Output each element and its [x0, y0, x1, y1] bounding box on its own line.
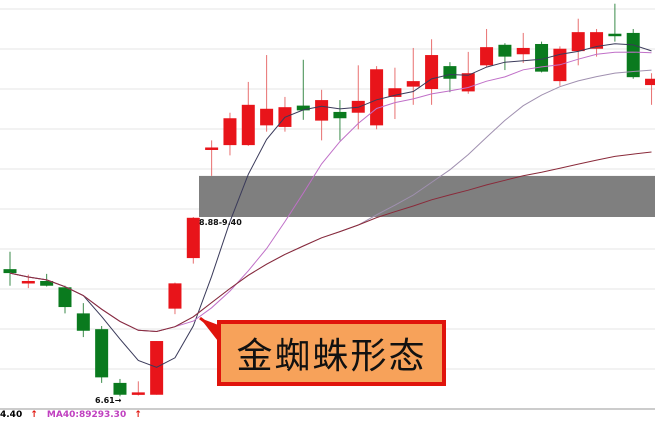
- candle-up: [571, 18, 585, 66]
- gap-range-label: 8.88-9.40: [199, 218, 242, 227]
- candle-up: [370, 66, 384, 130]
- candle-down: [498, 43, 512, 71]
- candle-body: [21, 280, 35, 284]
- candle-down: [76, 303, 90, 338]
- candle-up: [241, 81, 255, 146]
- legend-bar: 4.40 ↑ MA40:89293.30 ↑: [0, 410, 148, 420]
- candle-down: [626, 28, 640, 79]
- candle-up: [406, 47, 420, 105]
- candle-body: [241, 104, 255, 146]
- candle-body: [296, 105, 310, 111]
- candle-down: [58, 285, 72, 314]
- candle-body: [333, 111, 347, 119]
- candle-body: [186, 217, 200, 259]
- candle-up: [516, 32, 530, 63]
- candle-body: [315, 100, 329, 121]
- candle-body: [516, 47, 530, 55]
- candle-up: [168, 282, 182, 315]
- candle-up: [388, 67, 402, 120]
- candles: [3, 3, 655, 397]
- candle-body: [76, 313, 90, 331]
- candle-up: [260, 55, 274, 132]
- candle-down: [3, 251, 17, 286]
- up-arrow-icon: ↑: [134, 410, 142, 420]
- candle-down: [95, 326, 109, 383]
- candle-down: [296, 59, 310, 120]
- legend-ma40: MA40:89293.30 ↑: [46, 410, 142, 420]
- candle-body: [406, 81, 420, 87]
- candle-body: [58, 287, 72, 308]
- candle-body: [571, 32, 585, 52]
- low-price-label: 6.61→: [95, 396, 122, 405]
- candle-up: [480, 28, 494, 67]
- candle-body: [113, 382, 127, 395]
- legend-value: 4.40 ↑: [0, 410, 38, 420]
- callout-pointer-tail: [200, 318, 221, 345]
- candle-body: [535, 43, 549, 72]
- candle-body: [223, 118, 237, 146]
- candle-up: [278, 96, 292, 132]
- candle-body: [131, 392, 145, 395]
- candle-body: [150, 341, 164, 395]
- candle-up: [186, 217, 200, 264]
- candle-up: [645, 73, 655, 105]
- ma40-line: [9, 151, 652, 333]
- ma5-line: [9, 43, 652, 368]
- candle-body: [370, 69, 384, 126]
- pattern-callout: 金蜘蛛形态: [217, 320, 446, 386]
- candle-down: [608, 3, 622, 42]
- up-arrow-icon: ↑: [30, 410, 38, 420]
- candle-body: [425, 55, 439, 90]
- candle-down: [113, 378, 127, 397]
- gap-band: [199, 175, 655, 217]
- candle-up: [315, 89, 329, 141]
- candle-body: [443, 66, 457, 79]
- candle-body: [260, 108, 274, 126]
- candle-body: [590, 32, 604, 49]
- candle-up: [131, 381, 145, 396]
- candle-up: [223, 112, 237, 156]
- candle-body: [95, 329, 109, 378]
- candle-body: [626, 32, 640, 78]
- candle-body: [480, 47, 494, 66]
- candle-body: [388, 88, 402, 97]
- candle-body: [3, 269, 17, 274]
- candle-up: [205, 140, 219, 176]
- candle-up: [590, 28, 604, 57]
- candle-body: [645, 78, 655, 86]
- candle-body: [205, 147, 219, 150]
- moving-average-lines: [9, 43, 652, 368]
- candle-down: [443, 62, 457, 93]
- candle-body: [608, 33, 622, 37]
- candle-up: [553, 46, 567, 86]
- candle-body: [40, 280, 54, 286]
- candle-body: [498, 44, 512, 57]
- candle-up: [150, 341, 164, 395]
- candle-body: [168, 283, 182, 309]
- candle-down: [333, 100, 347, 141]
